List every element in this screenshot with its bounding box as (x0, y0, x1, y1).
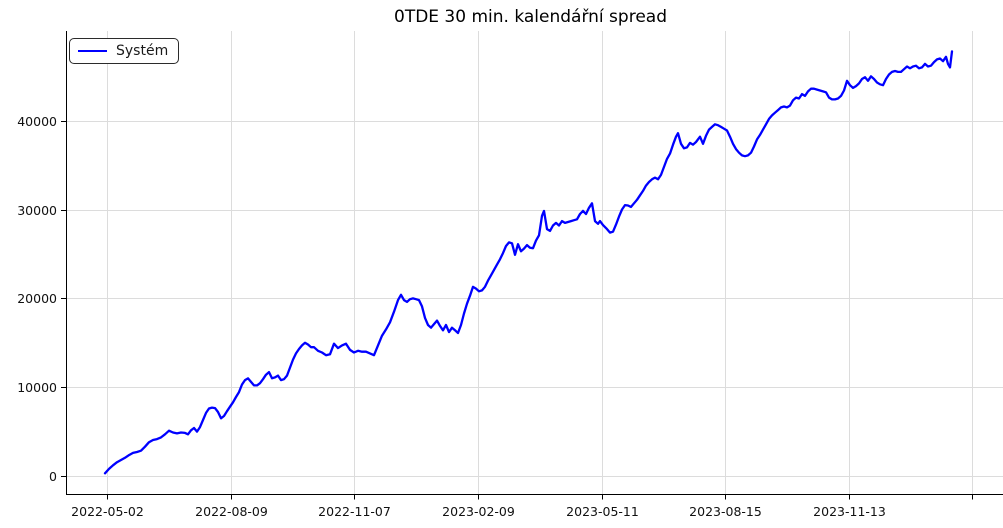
x-tick-label: 2023-08-15 (689, 504, 762, 519)
y-tick-label: 0 (49, 469, 57, 484)
y-tick-label: 10000 (17, 380, 57, 395)
y-tick-label: 40000 (17, 114, 57, 129)
legend-label: Systém (116, 43, 169, 59)
y-tick-label: 20000 (17, 291, 57, 306)
legend: Systém (69, 38, 180, 64)
x-tick-label: 2023-11-13 (813, 504, 886, 519)
x-tick-label: 2022-05-02 (71, 504, 144, 519)
equity-curve-line (103, 50, 954, 475)
x-tick-label: 2022-08-09 (195, 504, 268, 519)
chart-title: 0TDE 30 min. kalendářní spread (394, 7, 667, 27)
x-tick-label: 2023-05-11 (566, 504, 639, 519)
x-tick-label: 2022-11-07 (318, 504, 391, 519)
y-tick-label: 30000 (17, 203, 57, 218)
legend-line-sample (78, 50, 107, 52)
x-tick-label: 2023-02-09 (442, 504, 515, 519)
